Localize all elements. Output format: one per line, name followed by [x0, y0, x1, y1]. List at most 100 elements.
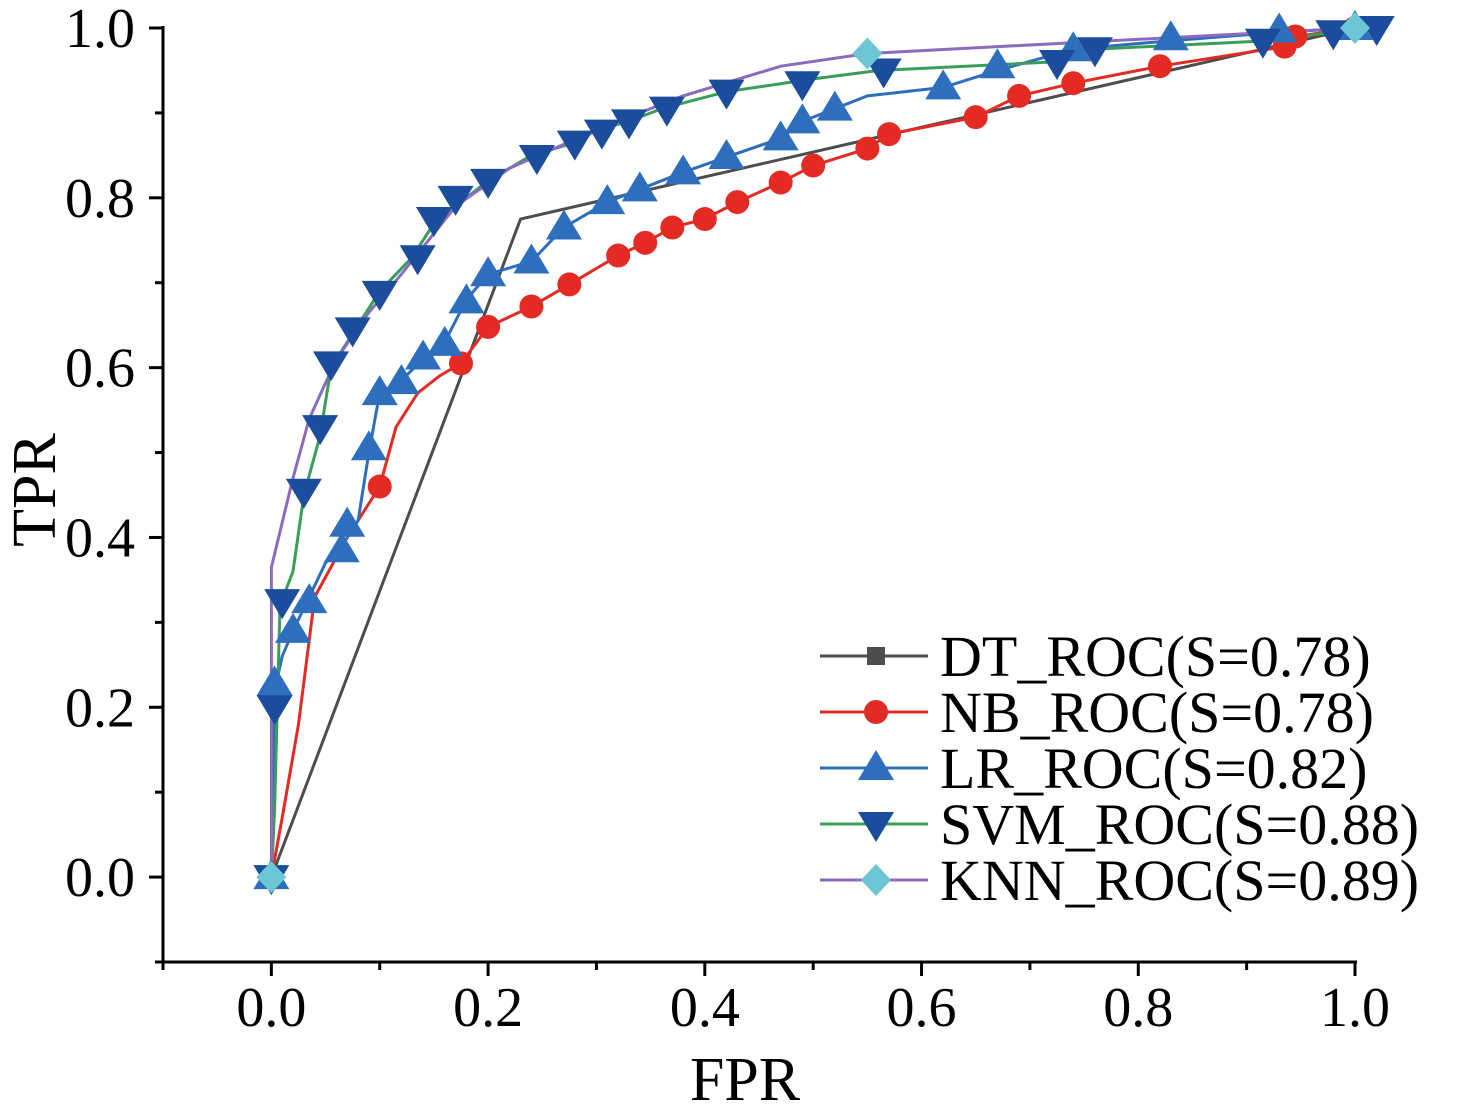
data-point [725, 190, 750, 215]
data-point [518, 145, 555, 176]
data-point [545, 209, 582, 240]
data-point [448, 283, 485, 314]
data-point [323, 532, 360, 563]
data-point [1147, 54, 1172, 79]
y-tick-label: 0.6 [65, 338, 135, 400]
data-point [877, 122, 902, 147]
data-point [606, 243, 631, 268]
data-point [312, 351, 349, 382]
x-tick-label: 0.2 [453, 977, 523, 1039]
data-point [708, 79, 745, 110]
legend-entry: LR_ROC(S=0.82) [820, 736, 1367, 801]
data-point [610, 109, 647, 140]
x-tick-label: 0.0 [236, 977, 306, 1039]
legend-label: LR_ROC(S=0.82) [940, 736, 1367, 801]
data-point [784, 71, 821, 102]
data-point [762, 120, 799, 151]
legend-entry: NB_ROC(S=0.78) [820, 680, 1374, 745]
data-point [367, 474, 392, 499]
axes: 0.0 0.2 0.4 0.6 0.8 1.0 0.0 0.2 0.4 0.6 0.8 1.0 [65, 0, 1390, 1039]
data-point [1007, 83, 1032, 108]
data-point [855, 136, 880, 161]
data-point [415, 207, 452, 238]
data-point [1076, 37, 1113, 68]
data-point [426, 325, 463, 356]
data-point [633, 230, 658, 255]
data-point [361, 375, 398, 406]
data-point [1244, 28, 1281, 59]
data-point [437, 185, 474, 216]
data-point [708, 139, 745, 170]
data-point [264, 589, 301, 620]
x-tick-label: 1.0 [1320, 977, 1390, 1039]
data-point [784, 103, 821, 134]
data-point [1358, 16, 1395, 46]
data-point [285, 478, 322, 509]
legend-label: SVM_ROC(S=0.88) [940, 792, 1419, 857]
legend-label: DT_ROC(S=0.78) [940, 624, 1371, 689]
series-markers-5 [256, 12, 1370, 894]
data-point [979, 48, 1016, 79]
legend-marker [858, 812, 894, 842]
y-tick-label: 0.2 [65, 677, 135, 739]
data-point [768, 170, 793, 195]
data-point [399, 245, 436, 276]
y-tick-label: 0.0 [65, 847, 135, 909]
data-point [256, 695, 293, 726]
legend-marker [867, 647, 885, 665]
data-point [556, 130, 593, 161]
x-tick-label: 0.4 [670, 977, 740, 1039]
data-point [583, 119, 620, 150]
y-tick-label: 1.0 [65, 0, 135, 60]
y-axis-title: TPR [1, 433, 69, 547]
legend-label: NB_ROC(S=0.78) [940, 680, 1374, 745]
data-point [449, 351, 473, 376]
x-tick-label: 0.8 [1103, 977, 1173, 1039]
data-point [852, 37, 883, 70]
data-point [476, 314, 501, 339]
data-point [865, 58, 902, 89]
data-point [329, 506, 366, 537]
data-point [925, 69, 962, 100]
data-point [1152, 20, 1189, 51]
legend-marker [858, 750, 894, 780]
data-point [801, 153, 826, 178]
legend-entry: KNN_ROC(S=0.89) [820, 848, 1419, 913]
data-point [665, 154, 702, 185]
data-point [513, 243, 550, 274]
data-point [692, 207, 717, 232]
data-point [256, 665, 293, 696]
data-point [963, 105, 988, 130]
data-point [470, 256, 507, 287]
data-point [256, 861, 287, 894]
x-tick-label: 0.6 [887, 977, 957, 1039]
legend-entry: DT_ROC(S=0.78) [820, 624, 1371, 689]
data-point [275, 612, 312, 643]
data-point [302, 415, 339, 446]
data-point [470, 168, 507, 199]
data-point [816, 90, 853, 121]
data-point [383, 364, 420, 395]
legend-marker [861, 864, 891, 896]
series-layer [253, 10, 1395, 896]
data-point [519, 294, 544, 319]
y-tick-label: 0.4 [65, 507, 135, 569]
data-point [1061, 71, 1086, 96]
data-point [557, 272, 582, 297]
data-point [648, 96, 685, 127]
data-point [291, 583, 328, 614]
x-axis-title: FPR [690, 1046, 801, 1114]
legend-label: KNN_ROC(S=0.89) [940, 848, 1419, 913]
data-point [589, 184, 626, 215]
data-point [334, 317, 371, 348]
data-point [361, 280, 398, 311]
legend-entry: SVM_ROC(S=0.88) [820, 792, 1419, 857]
data-point [660, 215, 685, 240]
data-point [405, 339, 442, 370]
data-point [1039, 49, 1075, 80]
data-point [350, 430, 387, 461]
legend: DT_ROC(S=0.78)NB_ROC(S=0.78)LR_ROC(S=0.8… [820, 624, 1419, 913]
data-point [1340, 12, 1370, 44]
y-tick-label: 0.8 [65, 168, 135, 230]
